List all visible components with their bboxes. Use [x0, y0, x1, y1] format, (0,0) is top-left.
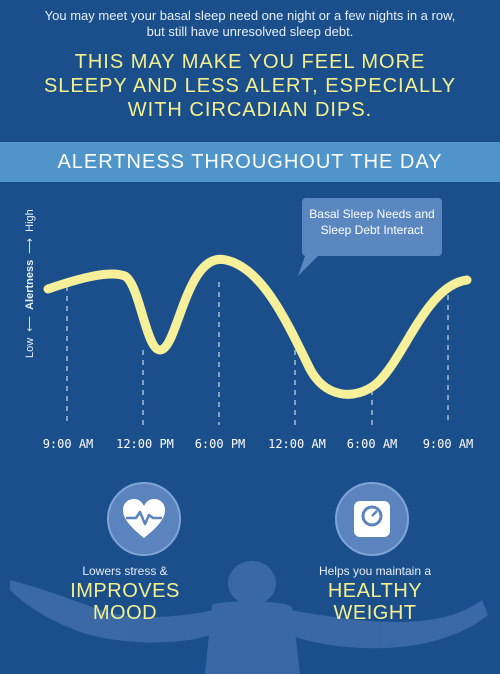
alertness-curve: [43, 255, 472, 399]
intro-text: You may meet your basal sleep need one n…: [44, 8, 456, 39]
time-label: 6:00 AM: [346, 437, 398, 451]
time-label: 12:00 PM: [116, 437, 174, 451]
time-label: 12:00 AM: [268, 437, 326, 451]
benefit-mood: Lowers stress & IMPROVES MOOD: [0, 482, 250, 624]
benefit-weight-line2: WEIGHT: [333, 602, 417, 624]
alertness-chart: [43, 198, 472, 425]
time-axis: 9:00 AM 12:00 PM 6:00 PM 12:00 AM 6:00 A…: [0, 437, 500, 457]
benefit-weight-caption: Helps you maintain a: [318, 564, 432, 578]
time-label: 9:00 AM: [422, 437, 474, 451]
heart-rate-icon: [107, 482, 181, 556]
y-axis: Low ⟵ Alertness ⟶ High: [0, 209, 60, 428]
benefit-mood-line2: MOOD: [92, 602, 158, 624]
callout-box: [298, 198, 442, 276]
axis-low-label: Low: [24, 337, 36, 358]
benefit-mood-line1: IMPROVES: [70, 580, 180, 602]
scale-icon: [335, 482, 409, 556]
person-silhouette-illustration: [10, 561, 488, 674]
axis-high-label: High: [24, 209, 36, 232]
time-label: 6:00 PM: [194, 437, 246, 451]
benefit-weight-line1: HEALTHY: [327, 580, 423, 602]
section-band: ALERTNESS THROUGHOUT THE DAY: [0, 142, 500, 182]
section-title: ALERTNESS THROUGHOUT THE DAY: [57, 151, 443, 173]
axis-arrow-right: ⟶: [24, 237, 36, 254]
time-label: 9:00 AM: [42, 437, 94, 451]
headline: THIS MAY MAKE YOU FEEL MORE SLEEPY AND L…: [43, 51, 457, 121]
axis-title: Alertness: [24, 259, 36, 310]
benefit-weight: Helps you maintain a HEALTHY WEIGHT: [250, 482, 500, 624]
benefit-mood-caption: Lowers stress &: [82, 564, 168, 578]
axis-arrow-left: ⟵: [24, 315, 36, 332]
callout-text: Basal Sleep Needs and Sleep Debt Interac…: [309, 207, 435, 237]
